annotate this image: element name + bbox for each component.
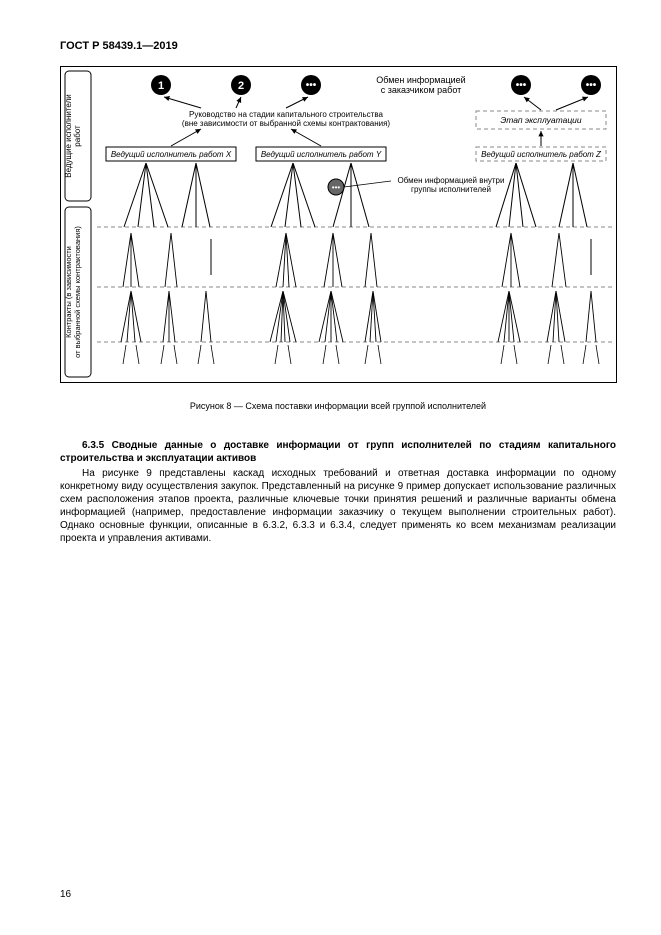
doc-header: ГОСТ Р 58439.1—2019 — [60, 40, 616, 52]
svg-text:•••: ••• — [306, 80, 317, 91]
section-6-3-5-title: 6.3.5 Сводные данные о доставке информац… — [60, 439, 616, 465]
svg-text:Руководство на стадии капиталь: Руководство на стадии капитального строи… — [182, 110, 391, 128]
svg-text:•••: ••• — [586, 80, 597, 91]
svg-text:Контракты (в зависимостиот выб: Контракты (в зависимостиот выбранной схе… — [64, 226, 82, 358]
svg-text:•••: ••• — [516, 80, 527, 91]
diagram-figure: Ведущие исполнителиработ Контракты (в зав… — [60, 66, 617, 383]
svg-text:Ведущий исполнитель работ X: Ведущий исполнитель работ X — [111, 150, 232, 159]
svg-text:2: 2 — [238, 80, 244, 92]
page: ГОСТ Р 58439.1—2019 Ведущие исполнителир… — [0, 0, 661, 935]
svg-text:Ведущие исполнителиработ: Ведущие исполнителиработ — [64, 94, 82, 178]
section-6-3-5-para: На рисунке 9 представлены каскад исходны… — [60, 467, 616, 545]
figure-caption: Рисунок 8 — Схема поставки информации вс… — [60, 401, 616, 411]
svg-text:Обмен информациейс заказчиком: Обмен информациейс заказчиком работ — [376, 75, 465, 95]
svg-text:Ведущий исполнитель работ Y: Ведущий исполнитель работ Y — [261, 150, 382, 159]
svg-text:•••: ••• — [332, 183, 341, 192]
svg-text:Ведущий исполнитель работ Z: Ведущий исполнитель работ Z — [481, 150, 602, 159]
svg-text:1: 1 — [158, 80, 164, 92]
page-number: 16 — [60, 889, 71, 900]
svg-text:Этап эксплуатации: Этап эксплуатации — [500, 115, 582, 125]
diagram-svg: Ведущие исполнителиработ Контракты (в зав… — [61, 67, 616, 382]
svg-text:Обмен информацией внутригруппы: Обмен информацией внутригруппы исполните… — [398, 176, 505, 194]
